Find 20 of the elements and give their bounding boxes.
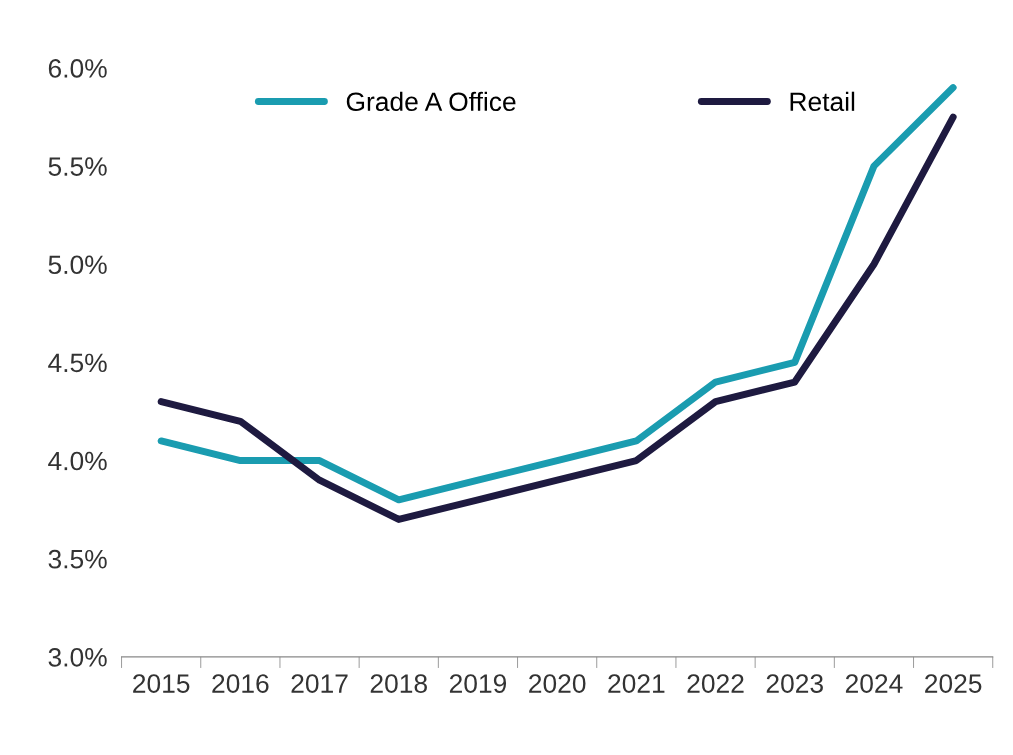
x-tick-label: 2021 — [608, 674, 665, 693]
x-tick-label: 2015 — [133, 674, 190, 693]
y-tick-label: 4.0% — [48, 451, 107, 471]
x-tick-label: 2019 — [449, 674, 507, 693]
x-tick-label: 2023 — [766, 674, 823, 693]
x-tick-label: 2022 — [687, 674, 744, 693]
y-tick-label: 4.5% — [48, 353, 107, 373]
y-tick-label: 6.0% — [48, 59, 107, 78]
y-tick-label: 5.5% — [48, 157, 107, 176]
x-tick-label: 2025 — [925, 674, 982, 693]
x-tick-label: 2024 — [845, 674, 903, 693]
y-tick-label: 3.5% — [48, 549, 107, 569]
x-tick-label: 2016 — [212, 674, 269, 693]
x-tick-label: 2020 — [529, 674, 586, 693]
x-tick-label: 2018 — [370, 674, 427, 693]
legend-label: Grade A Office — [346, 91, 516, 112]
x-tick-label: 2017 — [291, 674, 348, 693]
legend-label: Retail — [790, 91, 855, 112]
y-tick-label: 3.0% — [48, 647, 107, 667]
y-tick-label: 5.0% — [48, 255, 107, 275]
